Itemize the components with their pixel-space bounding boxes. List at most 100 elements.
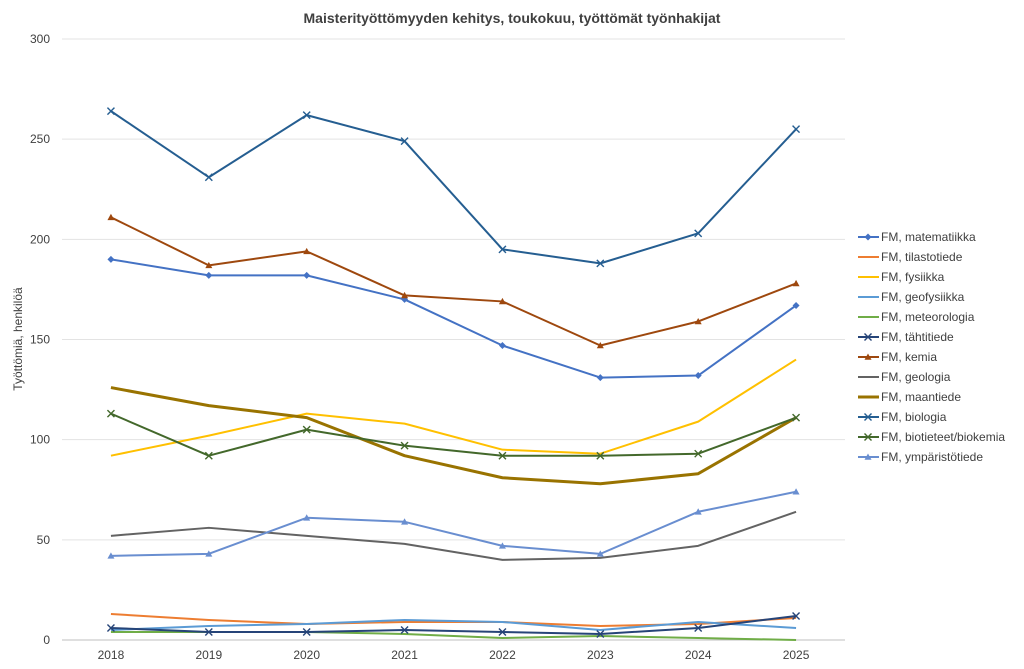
legend-label: FM, geologia: [881, 370, 951, 384]
legend-marker: [864, 413, 872, 421]
data-point: [596, 550, 604, 557]
data-point: [792, 301, 800, 309]
x-tick-label: 2021: [391, 648, 418, 662]
chart-title: Maisterityöttömyyden kehitys, toukokuu, …: [304, 10, 721, 26]
legend-label: FM, tähtitiede: [881, 330, 954, 344]
y-tick-label: 150: [30, 333, 50, 347]
legend-marker: [864, 353, 872, 360]
data-point: [498, 297, 506, 305]
y-tick-label: 300: [30, 32, 50, 46]
x-tick-label: 2022: [489, 648, 516, 662]
data-point: [401, 291, 409, 299]
data-point: [792, 413, 801, 422]
data-point: [401, 518, 409, 525]
series-line: [110, 216, 797, 347]
data-point: [303, 514, 311, 521]
data-point: [694, 623, 703, 632]
data-point: [498, 627, 507, 636]
legend-item: FM, kemia: [858, 350, 937, 364]
data-point: [205, 550, 213, 557]
series-line: [110, 110, 797, 265]
series-3: [110, 358, 797, 457]
y-tick-label: 50: [37, 533, 51, 547]
legend-item: FM, fysiikka: [858, 270, 945, 284]
data-point: [204, 627, 213, 636]
series-line: [110, 258, 797, 379]
data-point: [302, 425, 311, 434]
legend-label: FM, biologia: [881, 410, 947, 424]
legend-item: FM, geofysiikka: [858, 290, 965, 304]
x-tick-label: 2019: [195, 648, 222, 662]
series-line: [110, 490, 797, 557]
data-point: [694, 229, 703, 238]
legend-label: FM, fysiikka: [881, 270, 945, 284]
data-point: [302, 627, 311, 636]
data-point: [400, 441, 409, 450]
series-line: [110, 630, 797, 641]
series-9: [110, 386, 797, 486]
data-point: [204, 173, 213, 182]
y-axis-ticks: 0 50 100 150 200 250 300: [30, 32, 50, 647]
y-tick-label: 0: [43, 633, 50, 647]
legend-label: FM, ympäristötiede: [881, 450, 983, 464]
data-point: [107, 552, 115, 559]
data-point: [694, 317, 702, 325]
data-point: [694, 372, 702, 380]
legend-item: FM, maantiede: [858, 390, 961, 404]
data-point: [107, 213, 115, 221]
data-point: [792, 611, 801, 620]
legend-item: FM, biotieteet/biokemia: [858, 430, 1005, 444]
data-point: [107, 255, 115, 263]
x-tick-label: 2023: [587, 648, 614, 662]
data-point: [106, 623, 115, 632]
x-tick-label: 2024: [685, 648, 712, 662]
legend-label: FM, kemia: [881, 350, 937, 364]
legend-label: FM, tilastotiede: [881, 250, 963, 264]
series-6: [106, 611, 801, 638]
series-8: [110, 510, 797, 561]
data-point: [205, 271, 213, 279]
series-line: [110, 358, 797, 457]
legend-marker: [864, 433, 872, 441]
legend-item: FM, meteorologia: [858, 310, 975, 324]
data-point: [204, 451, 213, 460]
legend-marker: [864, 233, 872, 241]
legend-item: FM, ympäristötiede: [858, 450, 983, 464]
data-point: [792, 488, 800, 495]
legend-label: FM, matematiikka: [881, 230, 976, 244]
series-line: [110, 386, 797, 486]
data-point: [596, 451, 605, 460]
legend-item: FM, biologia: [858, 410, 947, 424]
legend-item: FM, geologia: [858, 370, 951, 384]
data-point: [400, 137, 409, 146]
gridlines: [62, 38, 845, 641]
series-line: [110, 612, 797, 627]
data-point: [106, 409, 115, 418]
legend-label: FM, meteorologia: [881, 310, 975, 324]
legend-marker: [864, 333, 872, 341]
data-point: [400, 625, 409, 634]
y-axis-label: Työttömiä, henkilöä: [11, 287, 25, 391]
series-4: [110, 618, 797, 631]
series-line: [110, 412, 797, 457]
series-10: [106, 107, 801, 268]
data-point: [106, 107, 115, 116]
data-point: [498, 245, 507, 254]
y-tick-label: 250: [30, 132, 50, 146]
legend-item: FM, tilastotiede: [858, 250, 963, 264]
x-axis-ticks: 2018 2019 2020 2021 2022 2023 2024 2025: [98, 648, 810, 662]
y-tick-label: 100: [30, 433, 50, 447]
series-11: [106, 409, 801, 460]
data-point: [498, 451, 507, 460]
data-point: [694, 508, 702, 515]
data-point: [596, 259, 605, 268]
legend-marker: [864, 453, 872, 460]
data-point: [498, 542, 506, 549]
y-tick-label: 200: [30, 232, 50, 246]
series-5: [110, 630, 797, 641]
x-tick-label: 2020: [293, 648, 320, 662]
x-tick-label: 2018: [98, 648, 125, 662]
series-line: [110, 614, 797, 635]
data-point: [792, 125, 801, 134]
